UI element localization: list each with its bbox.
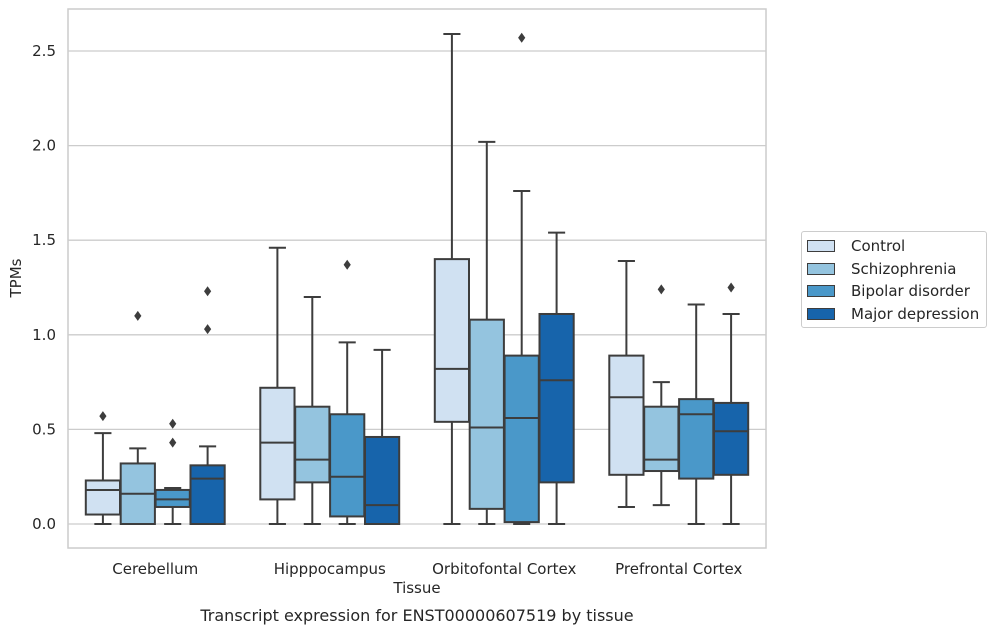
outlier-marker — [657, 284, 665, 295]
outlier-marker — [169, 418, 177, 429]
outlier-marker — [343, 259, 351, 270]
y-tick-label: 1.5 — [32, 231, 56, 249]
legend-label: Major depression — [851, 304, 980, 323]
box — [363, 435, 401, 525]
box — [84, 479, 122, 516]
box — [503, 354, 540, 524]
box — [294, 405, 331, 484]
legend-swatch — [807, 307, 835, 320]
y-tick-label: 2.5 — [32, 42, 56, 60]
box — [678, 398, 715, 480]
box — [608, 354, 645, 476]
y-axis-label: TPMs — [7, 258, 25, 298]
y-tick-label: 0.5 — [32, 420, 56, 438]
outlier-marker — [134, 310, 142, 321]
box — [712, 401, 750, 476]
x-axis-label: Tissue — [393, 579, 441, 597]
chart-caption: Transcript expression for ENST0000060751… — [200, 606, 634, 625]
legend-item: Control — [802, 235, 986, 258]
box — [538, 312, 575, 484]
legend-swatch — [807, 285, 835, 298]
legend-item: Bipolar disorder — [802, 280, 986, 303]
x-tick-label: Prefrontal Cortex — [615, 560, 742, 578]
outlier-marker — [99, 411, 107, 422]
legend-label: Schizophrenia — [851, 259, 957, 278]
outlier-marker — [727, 282, 735, 293]
legend-swatch — [807, 262, 835, 275]
legend-item: Major depression — [802, 303, 986, 326]
plot-frame — [67, 8, 767, 549]
outlier-marker — [169, 437, 177, 448]
y-tick-label: 1.0 — [32, 326, 56, 344]
box — [643, 405, 680, 473]
box — [433, 258, 471, 423]
legend-label: Control — [851, 237, 906, 256]
legend-label: Bipolar disorder — [851, 282, 970, 301]
x-tick-label: Cerebellum — [112, 560, 198, 578]
box — [329, 413, 366, 518]
y-tick-label: 0.0 — [32, 515, 56, 533]
y-tick-label: 2.0 — [32, 137, 56, 155]
x-tick-label: Orbitofontal Cortex — [432, 560, 576, 578]
box — [189, 464, 226, 525]
outlier-marker — [204, 286, 212, 297]
outlier-marker — [518, 32, 526, 43]
outlier-marker — [204, 324, 212, 335]
legend-item: Schizophrenia — [802, 258, 986, 281]
x-tick-label: Hipppocampus — [274, 560, 386, 578]
legend: Control Schizophrenia Bipolar disorder Majo… — [801, 231, 987, 328]
box — [468, 318, 505, 510]
legend-swatch — [807, 240, 835, 253]
